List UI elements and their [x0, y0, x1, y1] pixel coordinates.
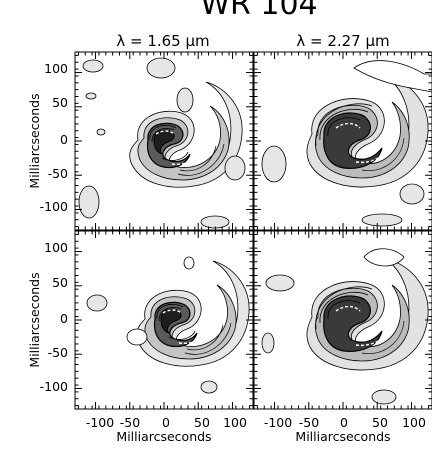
tick-marks — [75, 52, 432, 409]
y-tick-label: 0 — [60, 311, 68, 326]
x-tick-label: -50 — [299, 415, 319, 430]
x-tick-label: 0 — [162, 415, 170, 430]
x-tick-labels-left: -100 -50 0 50 100 — [86, 415, 247, 430]
x-tick-label: 100 — [223, 415, 247, 430]
x-tick-label: 100 — [402, 415, 426, 430]
x-tick-label: 50 — [372, 415, 388, 430]
y-tick-labels-bottom: 100 50 0 -50 -100 — [40, 240, 68, 394]
panel-title-left: λ = 1.65 μm — [116, 32, 209, 50]
y-tick-label: 100 — [44, 240, 68, 255]
y-tick-labels-top: 100 50 0 -50 -100 — [40, 61, 68, 214]
x-axis-label-left: Milliarcseconds — [116, 429, 211, 444]
y-tick-label: -100 — [40, 199, 68, 214]
x-axis-label-right: Milliarcseconds — [295, 429, 390, 444]
x-tick-label: -50 — [120, 415, 140, 430]
x-tick-label: -100 — [86, 415, 114, 430]
panel-bottom-left — [74, 230, 254, 410]
y-axis-label-top: Milliarcseconds — [27, 93, 42, 188]
x-tick-labels-right: -100 -50 0 50 100 — [264, 415, 426, 430]
y-tick-label: 100 — [44, 61, 68, 76]
y-tick-label: -100 — [40, 379, 68, 394]
x-tick-label: -100 — [264, 415, 292, 430]
panel-bottom-right — [253, 230, 432, 410]
panel-top-left — [74, 51, 254, 231]
figure-title: WR 104 — [200, 0, 317, 22]
y-tick-label: -50 — [48, 166, 68, 181]
panel-top-right — [253, 51, 432, 231]
y-tick-label: -50 — [48, 345, 68, 360]
panel-title-right: λ = 2.27 μm — [296, 32, 389, 50]
y-tick-label: 50 — [52, 275, 68, 290]
x-tick-label: 50 — [194, 415, 210, 430]
x-tick-label: 0 — [340, 415, 348, 430]
y-tick-label: 50 — [52, 95, 68, 110]
y-tick-label: 0 — [60, 132, 68, 147]
y-axis-label-bottom: Milliarcseconds — [27, 272, 42, 367]
